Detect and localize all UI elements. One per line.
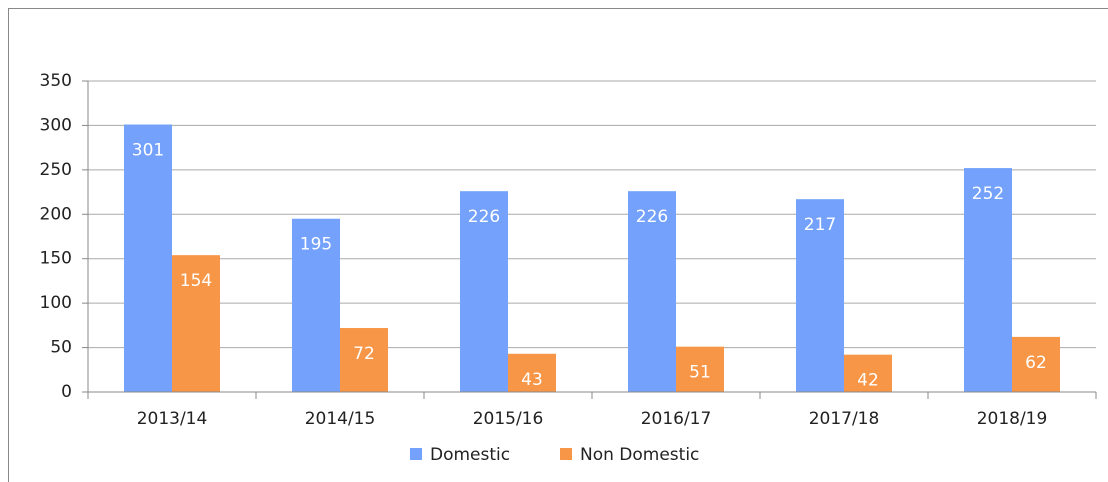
value-label: 42 xyxy=(857,371,879,391)
bar xyxy=(1012,336,1060,392)
value-label: 154 xyxy=(180,271,212,291)
bar xyxy=(292,218,340,392)
bar xyxy=(964,168,1012,392)
chart-frame xyxy=(8,8,1108,482)
value-label: 72 xyxy=(353,344,375,364)
legend-swatch xyxy=(560,448,572,460)
bar xyxy=(460,191,508,392)
value-label: 226 xyxy=(636,207,668,227)
bar xyxy=(628,191,676,392)
y-tick-label: 150 xyxy=(40,249,72,269)
legend-swatch xyxy=(410,448,422,460)
bar xyxy=(340,328,388,392)
value-label: 226 xyxy=(468,207,500,227)
value-label: 252 xyxy=(972,184,1004,204)
bar xyxy=(796,199,844,392)
value-label: 217 xyxy=(804,215,836,235)
bar xyxy=(676,346,724,392)
y-tick-label: 100 xyxy=(40,293,72,313)
y-tick-label: 350 xyxy=(40,71,72,91)
value-label: 195 xyxy=(300,235,332,255)
legend-label: Domestic xyxy=(430,445,510,465)
y-tick-label: 300 xyxy=(40,115,72,135)
value-label: 301 xyxy=(132,141,164,161)
value-label: 51 xyxy=(689,363,711,383)
bar xyxy=(124,124,172,392)
x-tick-label: 2017/18 xyxy=(809,409,880,429)
bar xyxy=(844,354,892,392)
bar xyxy=(172,255,220,392)
value-label: 62 xyxy=(1025,353,1047,373)
x-tick-label: 2015/16 xyxy=(473,409,544,429)
y-tick-label: 0 xyxy=(61,382,72,402)
x-tick-label: 2016/17 xyxy=(641,409,712,429)
legend-label: Non Domestic xyxy=(580,445,699,465)
value-label: 43 xyxy=(521,370,543,390)
x-tick-label: 2018/19 xyxy=(977,409,1048,429)
x-tick-label: 2013/14 xyxy=(137,409,208,429)
x-tick-label: 2014/15 xyxy=(305,409,376,429)
y-tick-label: 50 xyxy=(50,338,72,358)
y-tick-label: 200 xyxy=(40,204,72,224)
bar xyxy=(508,353,556,392)
y-tick-label: 250 xyxy=(40,160,72,180)
